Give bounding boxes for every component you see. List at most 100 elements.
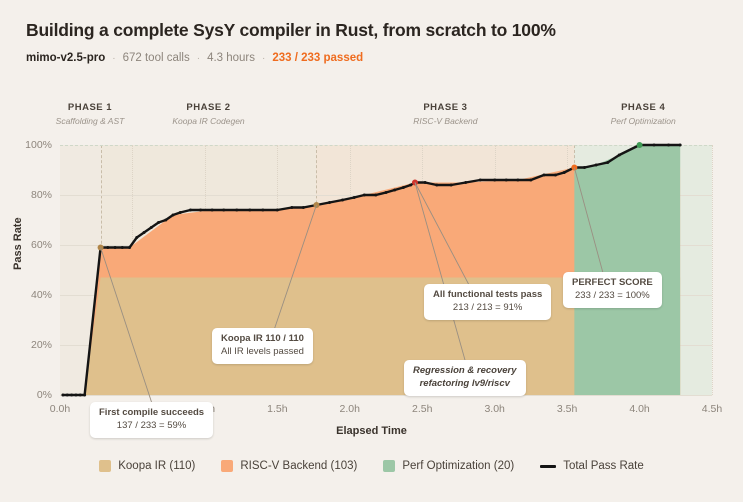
data-point	[61, 393, 65, 397]
y-tick-80: 80%	[30, 189, 52, 201]
annotation-line2: 233 / 233 = 100%	[575, 289, 650, 301]
area-perf-optimization-20	[574, 145, 681, 395]
data-point	[248, 208, 252, 212]
milestone-marker[interactable]	[411, 179, 418, 186]
data-point	[529, 178, 533, 182]
legend-swatch-icon	[221, 460, 234, 472]
tool-calls-count: 672 tool calls	[122, 52, 190, 64]
data-point	[301, 206, 305, 209]
y-tick-100: 100%	[25, 139, 52, 151]
x-tick-4.5h: 4.5h	[701, 403, 723, 415]
data-point	[327, 201, 331, 204]
data-point	[449, 183, 453, 187]
page-header: Building a complete SysY compiler in Rus…	[26, 20, 726, 64]
annotation-line1: Regression & recovery	[413, 365, 517, 376]
data-point	[171, 213, 175, 217]
x-tick-2.0h: 2.0h	[339, 403, 360, 415]
data-point	[401, 186, 405, 189]
data-point	[582, 166, 586, 169]
data-point	[617, 153, 621, 157]
pass-rate-chart: Pass Rate Elapsed Time PHASE 1 Scaffoldin…	[0, 100, 743, 502]
data-point	[554, 173, 558, 177]
data-point	[290, 206, 294, 209]
legend-label: RISC-V Backend (103)	[240, 460, 358, 472]
data-point	[352, 196, 356, 199]
phase-header-4: PHASE 4 Perf Optimization	[611, 102, 676, 126]
annotation-line1: Koopa IR 110 / 110	[221, 333, 304, 344]
data-point	[83, 393, 87, 397]
data-point	[362, 193, 366, 197]
gridline-y-100	[60, 145, 712, 146]
data-point	[594, 163, 598, 167]
legend-label: Perf Optimization (20)	[402, 460, 515, 472]
phase-name-1: PHASE 1	[67, 102, 113, 113]
phase-name-4: PHASE 4	[621, 102, 666, 113]
data-point	[464, 181, 468, 184]
x-tick-4.0h: 4.0h	[629, 403, 650, 415]
annotation-line2: refactoring lv9/riscv	[419, 377, 510, 389]
annotation-koopa-ir-complete[interactable]: Koopa IR 110 / 110 All IR levels passed	[212, 328, 313, 364]
data-point	[157, 221, 161, 224]
data-point	[341, 198, 345, 202]
data-point	[178, 211, 182, 214]
data-point	[135, 236, 139, 239]
model-name: mimo-v2.5-pro	[26, 52, 106, 64]
series-layer	[61, 142, 682, 397]
y-tick-40: 40%	[30, 289, 52, 301]
phase-subtitle-4: Perf Optimization	[610, 116, 676, 126]
data-point	[374, 193, 378, 197]
y-tick-20: 20%	[30, 339, 52, 351]
data-point	[542, 173, 546, 177]
data-point	[516, 178, 520, 182]
data-point	[65, 393, 69, 397]
duration: 4.3 hours	[207, 52, 256, 64]
data-point	[261, 208, 265, 212]
gridline-y-0	[60, 395, 712, 396]
data-point	[142, 231, 146, 234]
legend-swatch-icon	[99, 460, 112, 472]
data-point	[78, 393, 82, 397]
y-axis-title: Pass Rate	[12, 217, 24, 270]
gridline-x-4.5	[712, 145, 713, 395]
x-axis-title: Elapsed Time	[336, 425, 407, 437]
run-metadata: mimo-v2.5-pro · 672 tool calls · 4.3 hou…	[26, 52, 726, 64]
phase-header-2: PHASE 2 Koopa IR Codegen	[172, 102, 244, 126]
annotation-regression-recovery[interactable]: Regression & recovery refactoring lv9/ris…	[404, 360, 526, 396]
milestone-marker[interactable]	[97, 244, 104, 251]
legend-item-perf-optimization-20[interactable]: Perf Optimization (20)	[383, 460, 514, 472]
phase-subtitle-2: Koopa IR Codegen	[172, 116, 245, 126]
chart-legend: Koopa IR (110) RISC-V Backend (103) Perf O…	[0, 460, 743, 472]
data-point	[678, 143, 682, 147]
annotation-perfect-score[interactable]: PERFECT SCORE 233 / 233 = 100%	[563, 272, 662, 308]
milestone-marker[interactable]	[571, 164, 578, 171]
annotation-first-compile[interactable]: First compile succeeds 137 / 233 = 59%	[90, 402, 214, 438]
meta-separator-3: ·	[262, 52, 266, 64]
plot-area: 0%20%40%60%80%100% 0.0h0.5h1.0h1.5h2.0h2…	[25, 139, 722, 415]
meta-separator-1: ·	[112, 52, 116, 64]
legend-item-risc-v-backend-103[interactable]: RISC-V Backend (103)	[221, 460, 357, 472]
data-point	[504, 178, 508, 182]
annotation-line1: First compile succeeds	[99, 407, 205, 418]
milestone-marker[interactable]	[313, 202, 320, 208]
data-point	[210, 208, 214, 212]
data-point	[384, 191, 388, 194]
annotation-line1: PERFECT SCORE	[572, 277, 653, 288]
data-point	[188, 208, 192, 212]
data-point	[199, 208, 203, 212]
data-point	[606, 161, 610, 164]
data-point	[149, 226, 153, 229]
legend-item-total-pass-rate[interactable]: Total Pass Rate	[540, 460, 644, 472]
data-point	[423, 181, 427, 184]
milestone-marker[interactable]	[636, 142, 643, 148]
area-perf-optimization-top	[574, 145, 681, 168]
data-point	[393, 188, 397, 192]
x-tick-2.5h: 2.5h	[412, 403, 433, 415]
x-tick-0.0h: 0.0h	[49, 403, 71, 415]
data-point	[478, 178, 482, 182]
data-point	[164, 218, 168, 222]
legend-label: Total Pass Rate	[563, 460, 644, 472]
y-tick-60: 60%	[30, 239, 52, 251]
annotation-all-functional-tests[interactable]: All functional tests pass 213 / 213 = 91%	[424, 284, 552, 320]
legend-item-koopa-ir-110[interactable]: Koopa IR (110)	[99, 460, 195, 472]
annotation-line1: All functional tests pass	[433, 289, 543, 300]
